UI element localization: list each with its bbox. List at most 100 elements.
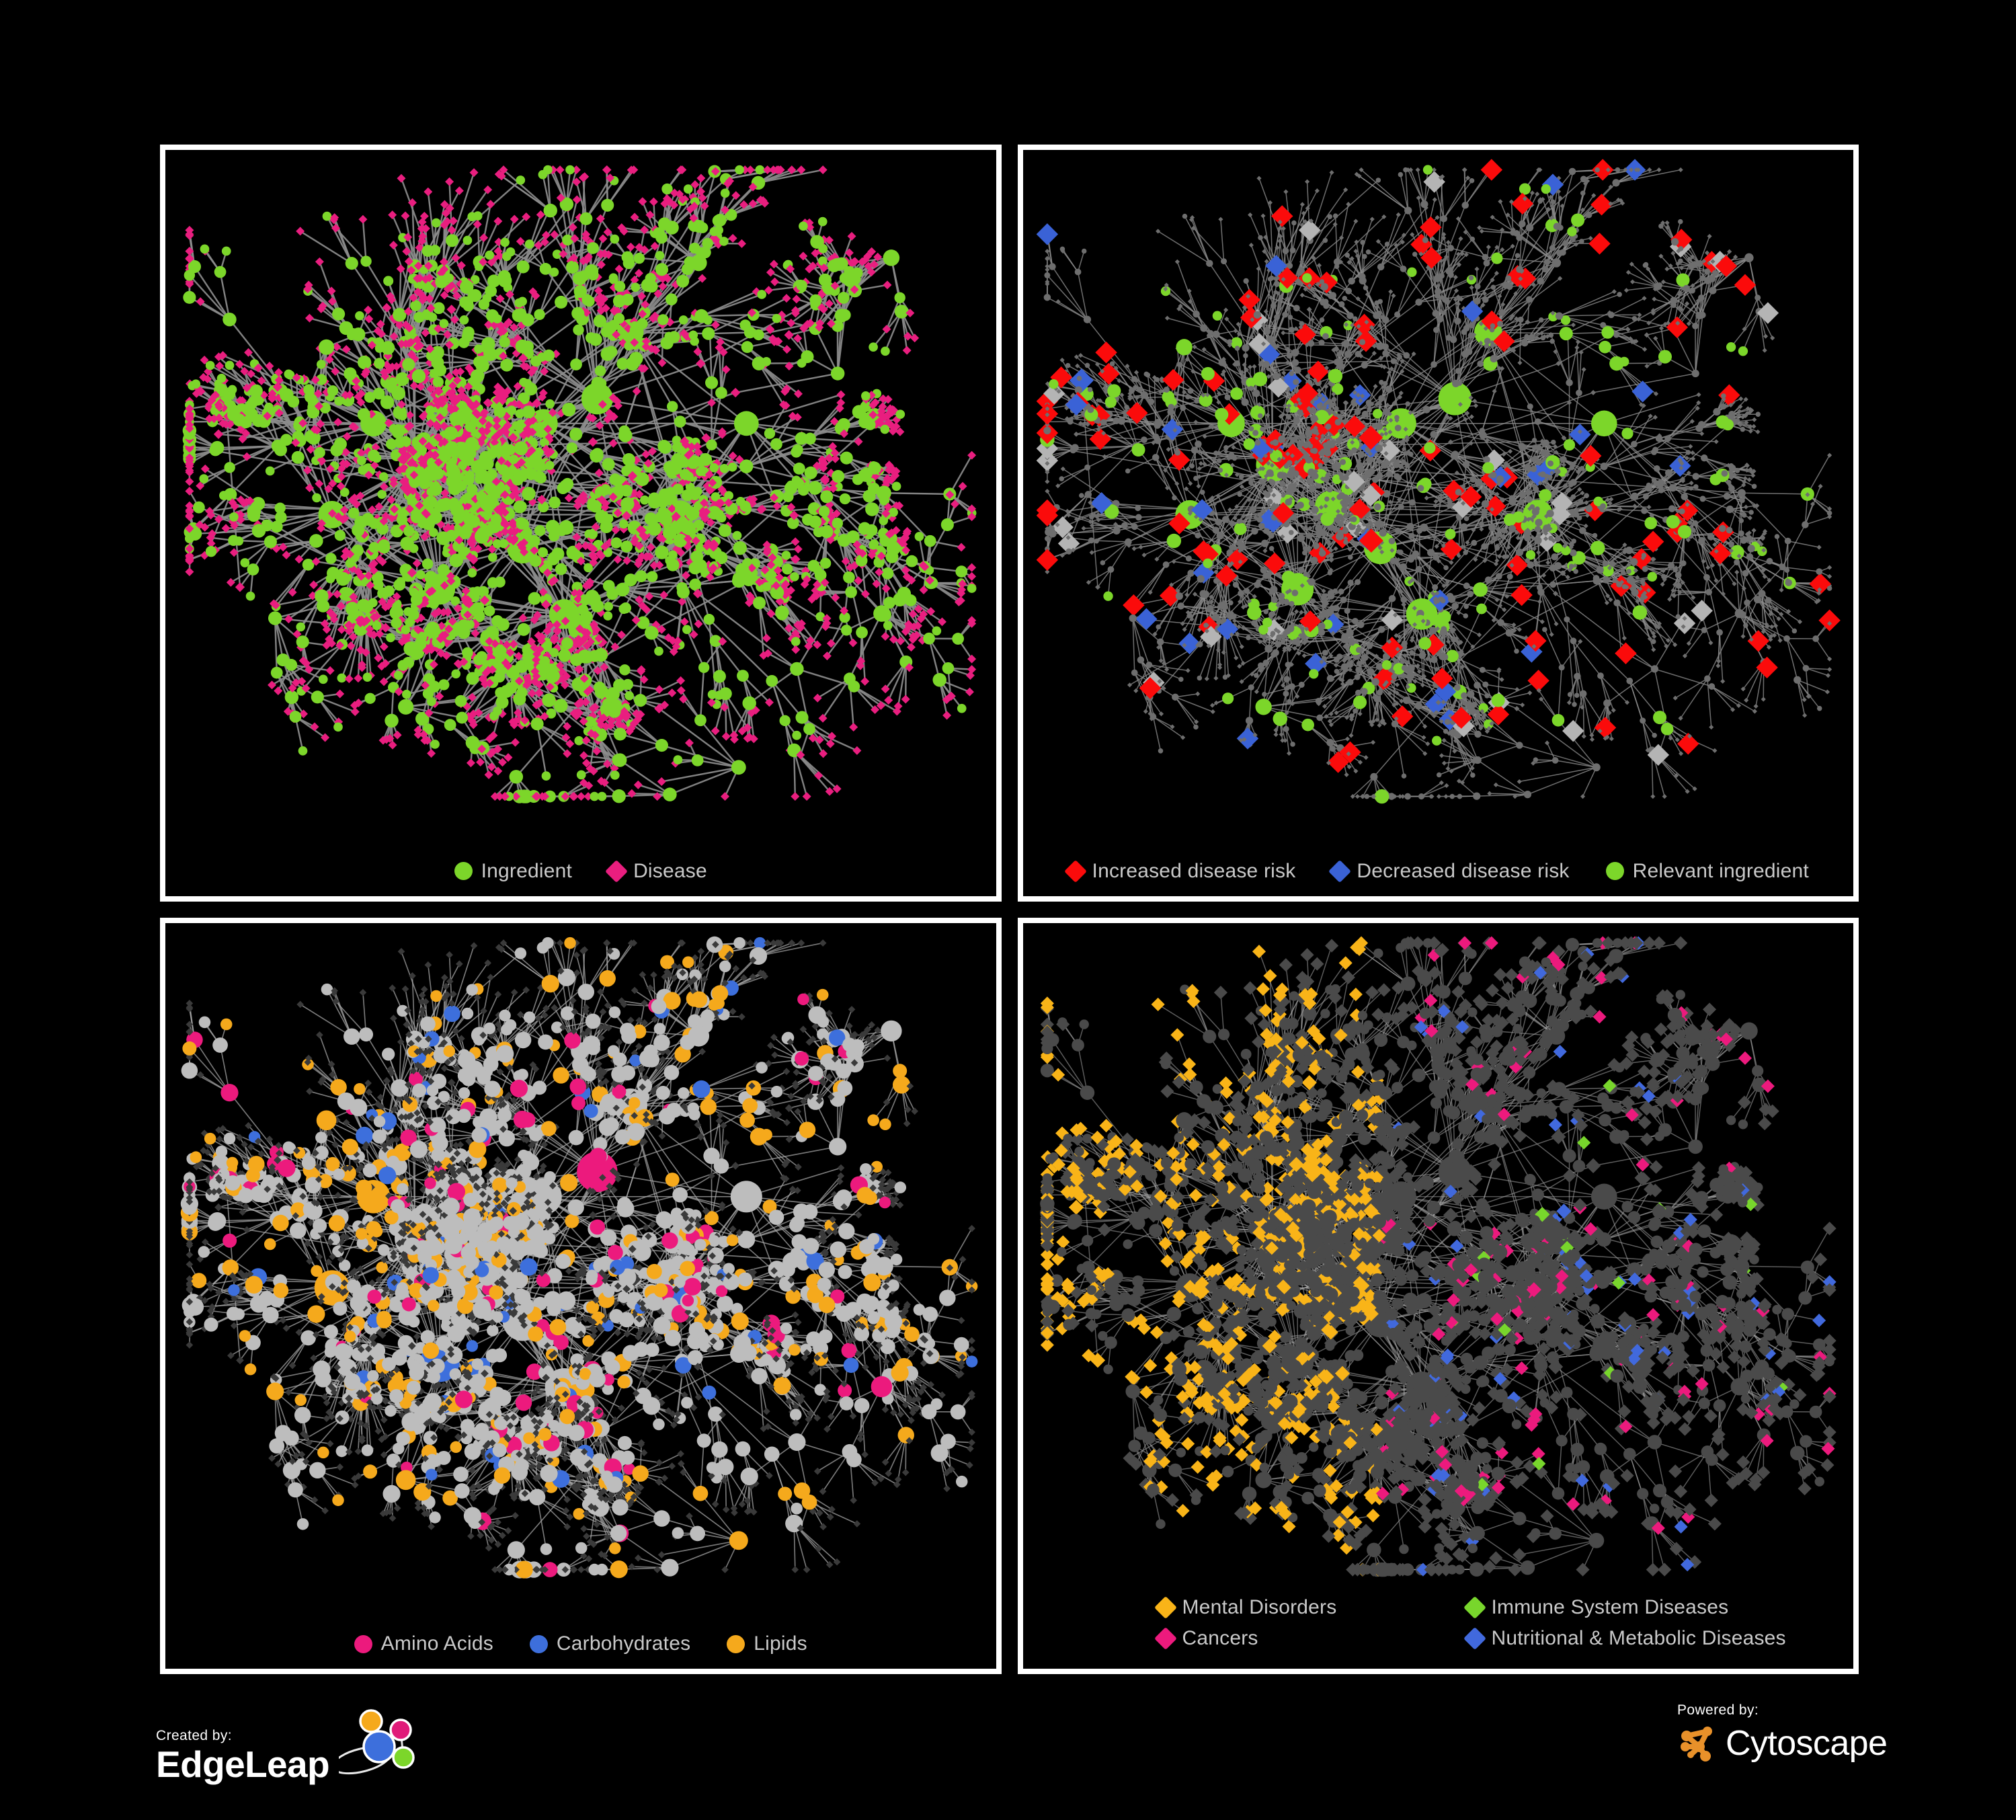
graph-node-circle[interactable] [372,453,382,463]
graph-node-diamond[interactable] [1306,307,1312,313]
graph-node-diamond[interactable] [317,455,326,465]
graph-node-diamond[interactable] [1189,215,1195,221]
graph-node-diamond[interactable] [581,541,590,551]
graph-node-circle[interactable] [569,428,583,441]
graph-node-circle[interactable] [499,336,510,348]
graph-node-diamond[interactable] [1480,159,1502,181]
graph-node-circle[interactable] [539,263,552,275]
graph-node-diamond[interactable] [641,300,650,309]
graph-node-diamond[interactable] [1272,337,1277,342]
graph-node-circle[interactable] [1260,539,1268,547]
graph-node-diamond[interactable] [570,234,579,243]
graph-node-diamond[interactable] [388,740,397,750]
graph-node-circle[interactable] [647,522,661,536]
graph-node-diamond[interactable] [304,280,313,290]
graph-node-diamond[interactable] [395,465,404,475]
graph-node-circle[interactable] [200,244,210,254]
graph-node-diamond[interactable] [1463,252,1469,258]
graph-node-diamond[interactable] [229,548,239,557]
graph-node-circle[interactable] [793,463,805,475]
graph-node-diamond[interactable] [728,233,737,243]
panel-ingredient-disease[interactable]: Ingredient Disease [160,145,1002,902]
graph-node-diamond[interactable] [318,301,327,311]
graph-node-diamond[interactable] [1456,553,1461,559]
graph-node-diamond[interactable] [1242,362,1247,368]
graph-node-circle[interactable] [368,542,380,553]
graph-node-diamond[interactable] [451,253,460,263]
graph-node-diamond[interactable] [1281,370,1286,376]
graph-node-diamond[interactable] [1363,319,1369,325]
graph-node-diamond[interactable] [303,465,313,475]
graph-node-diamond[interactable] [1403,450,1408,456]
graph-node-diamond[interactable] [427,748,436,758]
graph-node-diamond[interactable] [1176,306,1181,311]
graph-node-circle[interactable] [1199,324,1207,332]
graph-node-circle[interactable] [612,753,625,767]
graph-node-circle[interactable] [485,493,498,507]
graph-node-diamond[interactable] [1217,403,1240,426]
graph-node-circle[interactable] [512,421,522,430]
graph-node-circle[interactable] [487,577,499,588]
graph-node-circle[interactable] [654,646,663,656]
graph-node-diamond[interactable] [1404,434,1409,440]
graph-node-circle[interactable] [473,654,485,666]
panel-disease-risk-canvas[interactable] [1023,150,1854,896]
graph-node-diamond[interactable] [1449,626,1454,631]
graph-node-diamond[interactable] [889,635,898,644]
graph-node-diamond[interactable] [721,365,731,374]
graph-node-diamond[interactable] [630,212,639,222]
graph-node-diamond[interactable] [1465,175,1470,181]
graph-node-diamond[interactable] [610,642,620,651]
graph-node-circle[interactable] [606,687,620,701]
graph-node-diamond[interactable] [709,563,718,573]
graph-node-diamond[interactable] [1539,619,1545,625]
graph-node-circle[interactable] [1422,237,1428,243]
graph-node-diamond[interactable] [860,676,870,686]
graph-node-diamond[interactable] [1141,552,1147,558]
graph-node-diamond[interactable] [635,595,644,604]
graph-node-diamond[interactable] [399,477,408,486]
graph-node-diamond[interactable] [428,586,437,596]
graph-node-diamond[interactable] [389,475,399,485]
graph-node-diamond[interactable] [748,499,757,508]
graph-node-circle[interactable] [610,537,622,549]
graph-node-diamond[interactable] [1499,366,1504,371]
graph-node-diamond[interactable] [385,365,394,374]
graph-node-circle[interactable] [689,578,702,591]
graph-node-circle[interactable] [397,660,409,671]
graph-node-diamond[interactable] [1320,436,1325,441]
graph-node-circle[interactable] [512,473,524,486]
graph-node-circle[interactable] [1422,165,1433,175]
graph-node-circle[interactable] [1322,237,1328,243]
graph-node-circle[interactable] [545,399,555,409]
graph-node-circle[interactable] [1440,215,1447,223]
graph-node-circle[interactable] [1420,200,1428,208]
graph-node-diamond[interactable] [1490,536,1496,541]
graph-node-circle[interactable] [660,336,674,350]
graph-node-diamond[interactable] [1277,226,1282,231]
graph-node-diamond[interactable] [339,505,349,514]
graph-node-circle[interactable] [1241,398,1249,406]
graph-node-diamond[interactable] [696,173,706,183]
graph-node-diamond[interactable] [248,381,257,390]
graph-node-circle[interactable] [446,465,460,479]
graph-node-diamond[interactable] [902,346,912,355]
graph-node-circle[interactable] [717,513,727,523]
graph-node-diamond[interactable] [498,396,508,405]
graph-node-diamond[interactable] [241,428,251,438]
graph-node-diamond[interactable] [417,454,426,464]
graph-node-circle[interactable] [1365,249,1371,255]
graph-node-diamond[interactable] [341,448,351,457]
graph-node-circle[interactable] [221,246,231,256]
graph-node-circle[interactable] [485,481,495,491]
graph-node-circle[interactable] [1293,366,1301,374]
graph-node-diamond[interactable] [440,290,449,300]
graph-node-circle[interactable] [487,553,497,562]
graph-node-circle[interactable] [792,444,803,456]
graph-node-diamond[interactable] [344,674,354,684]
graph-node-circle[interactable] [482,472,494,483]
graph-node-diamond[interactable] [1236,321,1241,327]
graph-node-circle[interactable] [534,309,545,320]
graph-node-diamond[interactable] [1381,462,1386,467]
graph-node-circle[interactable] [694,714,707,727]
